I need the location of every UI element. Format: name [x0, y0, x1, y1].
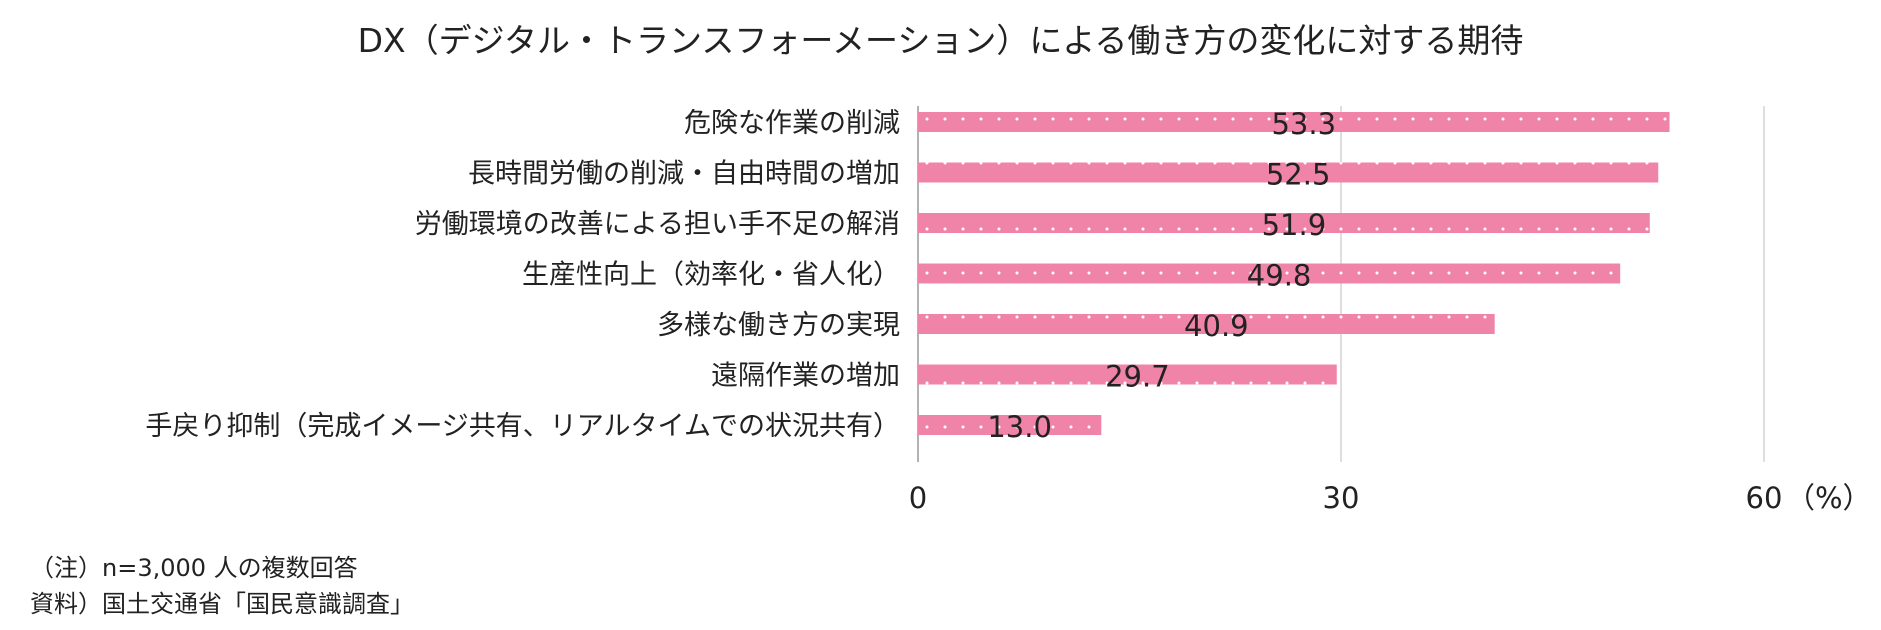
data-label: 52.5 — [1266, 158, 1331, 192]
bar — [918, 364, 1337, 385]
data-label: 53.3 — [1271, 107, 1336, 141]
category-label: 生産性向上（効率化・省人化） — [522, 260, 900, 291]
bar — [918, 314, 1495, 334]
category-label: 手戻り抑制（完成イメージ共有、リアルタイムでの状況共有） — [145, 411, 900, 442]
data-label: 29.7 — [1105, 360, 1170, 394]
x-axis-unit: （%） — [1786, 481, 1872, 515]
data-label: 49.8 — [1247, 259, 1312, 293]
source-note: 資料）国土交通省「国民意識調査」 — [30, 590, 414, 618]
data-label: 13.0 — [987, 410, 1052, 444]
category-label: 労働環境の改善による担い手不足の解消 — [415, 209, 900, 240]
bar — [918, 112, 1670, 132]
bar — [918, 162, 1659, 183]
bar — [918, 213, 1650, 233]
footnote: （注）n=3,000 人の複数回答 — [30, 554, 358, 582]
data-label: 40.9 — [1184, 309, 1249, 343]
chart-title: DX（デジタル・トランスフォーメーション）による働き方の変化に対する期待 — [357, 21, 1524, 60]
x-tick-label: 60 — [1746, 481, 1783, 515]
category-label: 危険な作業の削減 — [684, 108, 900, 139]
data-label: 51.9 — [1262, 208, 1327, 242]
category-label: 多様な働き方の実現 — [657, 310, 900, 341]
bar — [918, 415, 1102, 435]
x-tick-label: 0 — [909, 481, 927, 515]
category-label: 遠隔作業の増加 — [711, 361, 900, 392]
x-tick-label: 30 — [1323, 481, 1360, 515]
category-label: 長時間労働の削減・自由時間の増加 — [468, 159, 900, 190]
bar — [918, 263, 1621, 284]
